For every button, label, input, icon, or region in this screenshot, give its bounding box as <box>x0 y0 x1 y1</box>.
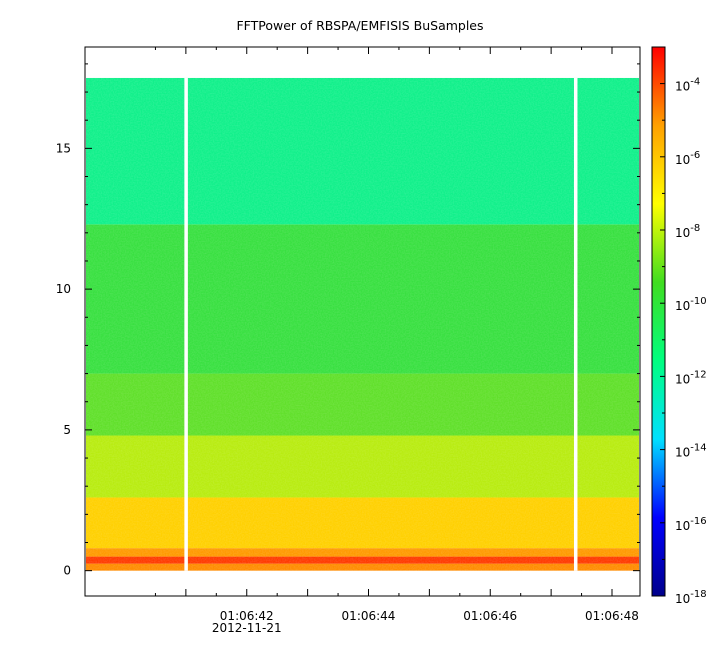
colorbar-axis: 10-4 10-6 10-8 10-10 10-12 10-14 10-16 10-18 <box>660 46 707 606</box>
colorbar-tick-label: 10-4 <box>675 77 700 94</box>
x-axis: 01:06:42 01:06:44 01:06:46 01:06:48 <box>154 47 639 623</box>
data-gap <box>184 77 188 571</box>
x-tick-label: 01:06:44 <box>342 609 396 623</box>
chart-title: FFTPower of RBSPA/EMFISIS BuSamples <box>236 18 483 33</box>
x-axis-date-label: 2012-11-21 <box>212 621 282 635</box>
colorbar-tick-label: 10-10 <box>675 296 707 313</box>
x-tick-label: 01:06:48 <box>585 609 639 623</box>
y-axis: 0 5 10 15 <box>56 63 640 578</box>
x-tick-label: 01:06:42 <box>220 609 274 623</box>
y-tick-label: 10 <box>56 282 71 296</box>
y-tick-label: 15 <box>56 141 71 155</box>
colorbar-tick-label: 10-16 <box>675 516 707 533</box>
colorbar-tick-label: 10-12 <box>675 369 707 386</box>
data-gaps <box>184 77 578 571</box>
colorbar-tick-label: 10-14 <box>675 443 707 460</box>
colorbar <box>651 46 666 597</box>
colorbar-tick-label: 10-6 <box>675 150 700 167</box>
x-tick-label: 01:06:46 <box>463 609 517 623</box>
plot-frame <box>84 46 641 597</box>
spectrogram-texture <box>86 77 639 571</box>
colorbar-tick-label: 10-8 <box>675 223 700 240</box>
colorbar-tick-label: 10-18 <box>675 589 707 606</box>
y-tick-label: 0 <box>63 564 71 578</box>
data-gap <box>573 77 578 571</box>
y-tick-label: 5 <box>63 423 71 437</box>
